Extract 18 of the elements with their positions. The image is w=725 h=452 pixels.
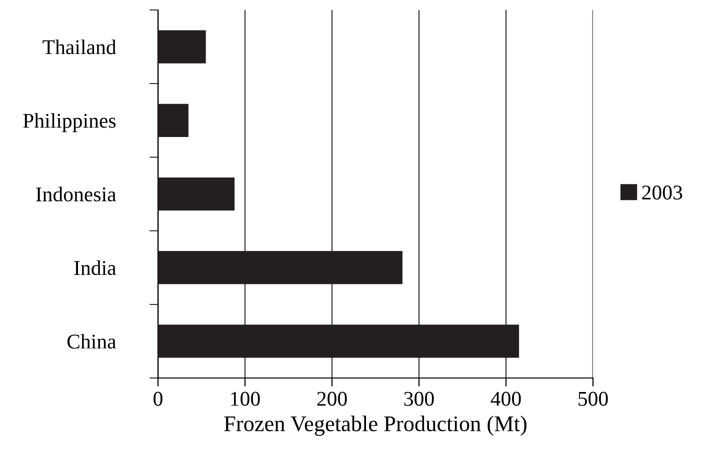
bar — [158, 251, 402, 284]
legend-label: 2003 — [642, 186, 682, 200]
x-tick-label: 300 — [404, 392, 434, 406]
bar — [158, 30, 206, 64]
x-tick-label: 0 — [154, 392, 162, 406]
y-tick-label: Thailand — [42, 40, 116, 54]
bar — [158, 324, 520, 358]
y-tick-label: China — [67, 334, 116, 349]
y-tick-label: Philippines — [23, 113, 116, 132]
y-tick-label: Indonesia — [36, 186, 116, 202]
x-tick-label: 400 — [490, 392, 521, 406]
bar — [158, 177, 235, 211]
bar — [158, 104, 188, 137]
x-tick-label: 100 — [231, 392, 260, 406]
x-axis-title: Frozen Vegetable Production (Mt) — [224, 416, 526, 436]
x-tick-label: 500 — [578, 392, 608, 406]
x-tick-label: 200 — [317, 392, 347, 406]
y-tick-label: India — [74, 260, 116, 276]
